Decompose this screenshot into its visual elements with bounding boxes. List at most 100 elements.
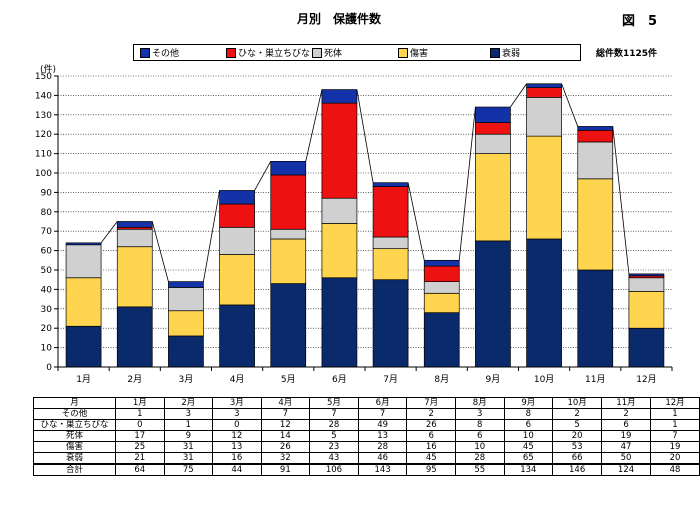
y-tick-label: 100 [35,169,52,179]
table-cell: 1 [115,408,165,420]
legend: その他 ひな・巣立ちびな 死体 傷害 衰弱 [133,44,581,61]
table-header-cell: 3月 [212,397,262,409]
bar-segment [372,182,409,187]
table-cell: 12 [212,430,262,442]
total-series-line [458,106,476,261]
legend-swatch-injury [398,47,408,58]
table-cell: 20 [649,452,700,465]
y-axis-unit-label: (件) [40,65,57,75]
legend-swatch-weak [490,47,500,58]
table-cell: 6 [454,430,505,442]
bar-segment [321,277,358,368]
bar-segment [270,228,307,240]
bar-segment [577,269,614,368]
bar-segment [65,277,102,327]
bar-segment [372,248,409,281]
bar-segment [270,174,307,230]
table-cell: 1 [649,408,700,420]
table-cell: 32 [260,452,311,465]
table-cell: 3 [212,408,262,420]
table-cell: 26 [406,419,456,431]
bar-segment [116,221,153,228]
table-cell: 91 [260,463,311,476]
table-header-cell: 4月 [260,397,311,409]
table-cell: 53 [552,441,603,453]
bar-segment [321,223,358,279]
bar-segment [168,287,204,312]
x-tick-label: 6月 [332,374,347,385]
total-series-line [203,190,220,282]
bar-segment [168,310,204,337]
table-cell: 13 [357,430,408,442]
bar-segment [372,186,409,238]
bar-segment [526,96,562,137]
bar-segment [219,226,255,255]
chart-area: 0 10 20 30 40 50 60 70 80 90 100 110 120 130 140 150 1月 2… [35,72,673,385]
x-tick-label: 2月 [127,374,142,385]
table-cell: 20 [552,430,603,442]
table-cell: 1 [649,419,700,431]
table-cell: 65 [503,452,554,465]
table-cell: 75 [163,463,214,476]
table-cell: 2 [552,408,603,420]
legend-label-other: その他 [152,49,180,59]
bar-segment [423,265,460,282]
table-cell: 6 [503,419,554,431]
bar-segment [219,190,255,205]
bar-segment [321,89,358,104]
table-header-cell: 10月 [552,397,603,409]
bar-segment [321,197,358,224]
bar-segment [628,273,665,277]
bar-segment [577,126,614,131]
table-cell: 0 [115,419,165,431]
table-row: 死体 17 9 12 14 5 13 6 6 10 20 19 7 [32,430,700,442]
y-tick-label: 110 [35,150,52,160]
table-cell: 9 [163,430,214,442]
table-header-cell: 8月 [454,397,505,409]
bar-segment [116,306,153,368]
table-cell: 95 [406,463,456,476]
table-cell: 45 [503,441,554,453]
y-tick-label: 140 [35,91,52,101]
total-series-line [254,161,272,191]
y-tick-label: 30 [41,305,53,315]
table-row: 衰弱 21 31 16 32 43 46 45 28 65 66 50 20 [32,452,700,465]
table-row-label: ひな・巣立ちびな [32,419,117,431]
total-series-line [100,221,118,244]
bar-segment [475,133,511,154]
figure-label: 図 5 [622,14,658,29]
legend-item-weak: 衰弱 [490,46,520,59]
legend-swatch-dead [312,47,322,58]
table-cell: 12 [260,419,311,431]
table-cell: 6 [406,430,456,442]
bar-segment [65,242,102,246]
table-cell: 66 [552,452,603,465]
bar-segment [116,246,153,308]
x-tick-label: 10月 [534,374,554,385]
table-cell: 46 [357,452,408,465]
table-cell: 143 [357,463,408,476]
bar-segment [423,281,460,294]
table-cell: 8 [454,419,505,431]
table-header-cell: 月 [32,397,117,409]
bar-segment [321,102,358,199]
table-header-cell: 1月 [115,397,165,409]
bar-segment [219,203,255,228]
table-cell: 55 [454,463,505,476]
table-cell: 45 [406,452,456,465]
table-header-cell: 9月 [503,397,554,409]
x-tick-label: 7月 [383,374,398,385]
table-header-cell: 2月 [163,397,214,409]
table-cell: 17 [115,430,165,442]
table-row: 合計 64 75 44 91 106 143 95 55 134 146 124 48 [32,463,700,476]
bar-segment [526,135,562,240]
bar-segment [219,304,255,368]
table-cell: 3 [163,408,214,420]
bar-segment [628,277,665,292]
table-cell: 10 [503,430,554,442]
legend-label-dead: 死体 [324,49,343,59]
bar-segment [628,290,665,329]
table-row-label: 死体 [32,430,117,442]
total-series-line [356,89,374,183]
total-series-line [510,83,527,108]
